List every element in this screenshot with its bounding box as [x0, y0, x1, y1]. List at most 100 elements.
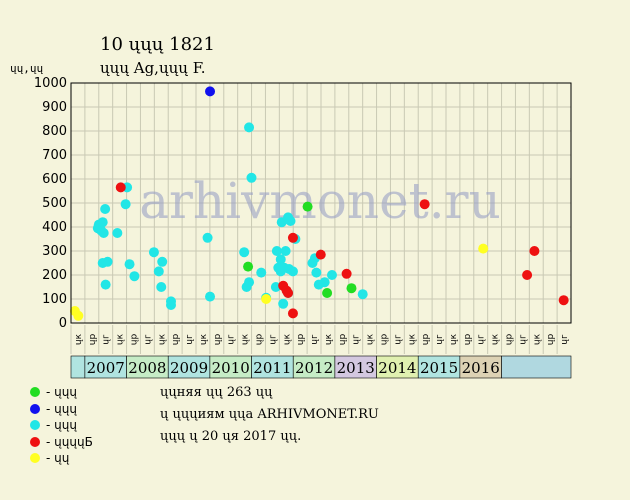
quarter-label: ųр [546, 334, 556, 346]
year-band-edge [70, 355, 86, 379]
quarter-label: ųг [477, 334, 487, 345]
data-point [115, 182, 126, 193]
legend: - ųųų - ųųų - ųųų - ųųųųБ - ųų [30, 384, 93, 467]
year-label: 2013 [337, 359, 375, 377]
data-point [287, 308, 298, 319]
data-point [341, 268, 352, 279]
year-band: 2007 2008 2009 2010 2011 2012 2013 2014 2015 2016 [70, 355, 572, 379]
data-point [287, 266, 298, 277]
data-point [241, 282, 252, 292]
quarter-label: ųр [463, 334, 473, 346]
data-point [73, 310, 84, 321]
data-point [558, 295, 569, 306]
legend-dot [30, 403, 40, 414]
year-label: 2015 [420, 359, 458, 377]
data-point [120, 199, 131, 210]
quarter-label: ųр [380, 334, 390, 346]
data-point [124, 259, 135, 270]
data-point [244, 122, 255, 133]
legend-dot [30, 453, 40, 464]
data-point [100, 204, 111, 214]
year-label: 2009 [170, 359, 208, 377]
year-label: 2008 [128, 359, 166, 377]
legend-label: - ųų [46, 451, 70, 466]
data-point [283, 288, 294, 298]
data-point [97, 217, 108, 228]
data-point [98, 228, 109, 238]
note-line: ųųų ų 20 ųя 2017 ųų. [160, 429, 302, 444]
year-band-edge [501, 355, 572, 379]
data-point [205, 86, 216, 97]
y-tick-label: 600 [42, 172, 67, 187]
legend-dot [30, 420, 40, 431]
data-point [346, 283, 357, 294]
year-label: 2012 [295, 359, 333, 377]
quarter-label: ųр [296, 334, 306, 346]
legend-dot [30, 436, 40, 447]
data-point [275, 254, 286, 265]
data-point [280, 246, 291, 256]
legend-item: - ųųų [30, 384, 93, 401]
quarter-label: ųр [213, 334, 223, 346]
data-point [100, 279, 111, 290]
data-point [285, 216, 296, 226]
quarter-label: ųр [505, 334, 515, 346]
quarter-label: ųг [352, 334, 362, 345]
data-point [129, 271, 140, 282]
year-label: 2011 [253, 359, 291, 377]
data-point [287, 232, 298, 243]
quarter-label: ųг [518, 334, 528, 345]
data-point [271, 246, 282, 256]
quarter-label: ųк [241, 333, 251, 345]
y-tick-label: 100 [42, 292, 67, 307]
y-tick-label: 800 [42, 124, 67, 139]
quarter-label: ųк [282, 333, 292, 345]
quarter-label: ųр [88, 334, 98, 346]
quarter-label: ųк [491, 333, 501, 345]
data-point [239, 247, 250, 258]
data-point [112, 228, 123, 238]
data-point [529, 246, 540, 256]
quarter-label: ųр [255, 334, 265, 346]
quarter-label: ųг [227, 334, 237, 345]
y-tick-label: 900 [42, 100, 67, 115]
legend-item: - ųųų [30, 417, 93, 434]
y-tick-label: 700 [42, 148, 67, 163]
quarter-label: ųг [560, 334, 570, 345]
data-point [261, 294, 272, 304]
year-label: 2007 [87, 359, 125, 377]
data-point [315, 249, 326, 260]
quarter-label: ųк [449, 333, 459, 345]
notes: ųųняя ųų 263 ųų ų ųųųиям ųųа ARHIVMONET.… [160, 382, 379, 448]
quarter-label: ųр [338, 334, 348, 346]
legend-label: - ųųųųБ [46, 434, 93, 449]
note-line: ųųняя ųų 263 ųų [160, 385, 273, 400]
chart-subtitle: ųųų Ag,ųųų F. [100, 59, 206, 77]
y-axis-label: ųų,ųų [10, 62, 43, 75]
y-tick-label: 400 [42, 220, 67, 235]
quarter-axis: ųк ųр ųг ųк ųр ųг ųк ųр ųг ųк ųр ųг ųк ųр ųг ųк ųр ųг ųк ųр… [70, 325, 570, 354]
data-point [202, 232, 213, 243]
data-point [302, 201, 313, 212]
data-point [102, 256, 113, 267]
quarter-label: ųг [435, 334, 445, 345]
data-point [278, 298, 289, 309]
quarter-label: ųг [143, 334, 153, 345]
data-point [256, 267, 267, 278]
watermark: arhivmonet.ru [139, 172, 501, 230]
quarter-label: ųк [532, 333, 542, 345]
quarter-label: ųг [102, 334, 112, 345]
quarter-label: ųк [74, 333, 84, 345]
y-ticks: 0 100 200 300 400 500 600 700 800 900 1000 [34, 76, 67, 331]
y-tick-label: 0 [59, 316, 67, 331]
quarter-label: ųк [199, 333, 209, 345]
y-tick-label: 500 [42, 196, 67, 211]
quarter-label: ųг [268, 334, 278, 345]
y-tick-label: 1000 [34, 76, 67, 91]
quarter-label: ųг [393, 334, 403, 345]
note-line: ų ųųųиям ųųа ARHIVMONET.RU [160, 407, 379, 422]
chart-title: 10 ųųų 1821 [100, 34, 215, 55]
y-tick-label: 200 [42, 268, 67, 283]
y-tick-label: 300 [42, 244, 67, 259]
